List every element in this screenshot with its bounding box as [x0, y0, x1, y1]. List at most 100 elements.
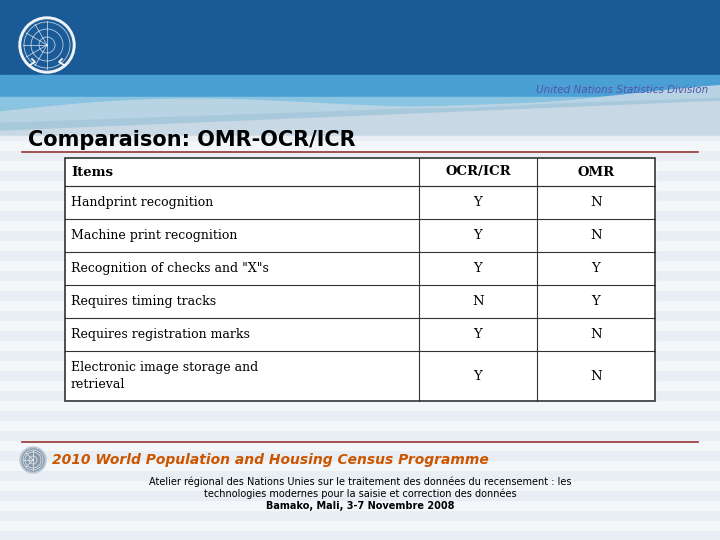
Text: United Nations Statistics Division: United Nations Statistics Division — [536, 85, 708, 95]
Bar — [0, 0, 720, 80]
Bar — [0, 410, 720, 420]
Text: N: N — [590, 369, 602, 382]
Bar — [0, 350, 720, 360]
Text: 2010 World Population and Housing Census Programme: 2010 World Population and Housing Census… — [52, 453, 489, 467]
Bar — [0, 310, 720, 320]
Bar — [0, 300, 720, 310]
Bar — [0, 0, 720, 10]
Bar — [0, 270, 720, 280]
Bar — [0, 100, 720, 110]
Text: Requires registration marks: Requires registration marks — [71, 328, 250, 341]
Bar — [0, 390, 720, 400]
Bar — [0, 440, 720, 450]
Circle shape — [22, 449, 44, 471]
Bar — [0, 290, 720, 300]
Text: N: N — [472, 295, 484, 308]
Bar — [0, 30, 720, 40]
Text: Atelier régional des Nations Unies sur le traitement des données du recensement : Atelier régional des Nations Unies sur l… — [149, 477, 571, 487]
Text: Y: Y — [592, 262, 600, 275]
Bar — [0, 270, 720, 280]
Text: N: N — [590, 196, 602, 209]
Text: technologies modernes pour la saisie et correction des données: technologies modernes pour la saisie et … — [204, 489, 516, 500]
Bar — [0, 340, 720, 350]
Bar — [65, 158, 655, 186]
Bar — [0, 160, 720, 170]
Text: Handprint recognition: Handprint recognition — [71, 196, 213, 209]
Bar — [0, 170, 720, 180]
Bar — [0, 60, 720, 70]
Bar — [0, 210, 720, 220]
Bar — [0, 430, 720, 440]
Text: Y: Y — [474, 369, 482, 382]
Bar — [0, 230, 720, 240]
Bar — [0, 490, 720, 500]
Bar — [0, 520, 720, 530]
Bar — [0, 125, 720, 130]
Text: Recognition of checks and "X"s: Recognition of checks and "X"s — [71, 262, 269, 275]
Bar — [0, 510, 720, 520]
Bar — [0, 250, 720, 260]
Bar — [0, 140, 720, 150]
Circle shape — [19, 17, 75, 73]
Bar — [0, 510, 720, 520]
Text: Y: Y — [474, 328, 482, 341]
Bar — [0, 240, 720, 250]
Bar — [0, 420, 720, 430]
Bar — [0, 480, 720, 490]
Bar — [0, 190, 720, 200]
Bar — [0, 80, 720, 90]
Bar — [0, 380, 720, 390]
Text: Requires timing tracks: Requires timing tracks — [71, 295, 216, 308]
Bar — [0, 10, 720, 20]
Bar — [0, 130, 720, 140]
Bar — [0, 400, 720, 410]
Bar — [0, 220, 720, 230]
Bar — [0, 490, 720, 500]
Bar — [0, 130, 720, 140]
Bar — [65, 158, 655, 401]
Bar — [0, 220, 720, 230]
Bar — [0, 290, 720, 300]
Bar — [0, 75, 720, 100]
Bar — [0, 390, 720, 400]
Bar — [0, 20, 720, 30]
Polygon shape — [0, 100, 720, 135]
Bar — [0, 440, 720, 450]
Bar — [0, 470, 720, 480]
Bar — [0, 370, 720, 380]
Bar — [0, 260, 720, 270]
Bar — [0, 320, 720, 330]
Bar — [0, 430, 720, 440]
Text: Bamako, Mali, 3-7 Novembre 2008: Bamako, Mali, 3-7 Novembre 2008 — [266, 501, 454, 511]
Bar — [0, 140, 720, 150]
Bar — [0, 170, 720, 180]
Bar — [0, 310, 720, 320]
Bar — [0, 460, 720, 470]
Bar — [0, 120, 720, 130]
Bar — [0, 400, 720, 410]
Text: Comparaison: OMR-OCR/ICR: Comparaison: OMR-OCR/ICR — [28, 130, 356, 150]
Bar — [0, 460, 720, 470]
Text: Items: Items — [71, 165, 113, 179]
Bar — [0, 500, 720, 510]
Bar — [0, 40, 720, 50]
Bar — [0, 230, 720, 240]
Bar — [0, 450, 720, 460]
Polygon shape — [0, 86, 720, 122]
Bar — [0, 50, 720, 60]
Bar — [0, 97, 720, 112]
Bar — [0, 350, 720, 360]
Bar — [0, 240, 720, 250]
Text: N: N — [590, 328, 602, 341]
Text: N: N — [590, 229, 602, 242]
Bar — [0, 520, 720, 530]
Bar — [0, 110, 720, 120]
Bar — [0, 280, 720, 290]
Bar — [0, 530, 720, 540]
Text: Electronic image storage and: Electronic image storage and — [71, 361, 258, 374]
Circle shape — [20, 447, 46, 473]
Bar — [0, 370, 720, 380]
Bar — [0, 190, 720, 200]
Bar — [0, 420, 720, 430]
Polygon shape — [0, 97, 720, 130]
